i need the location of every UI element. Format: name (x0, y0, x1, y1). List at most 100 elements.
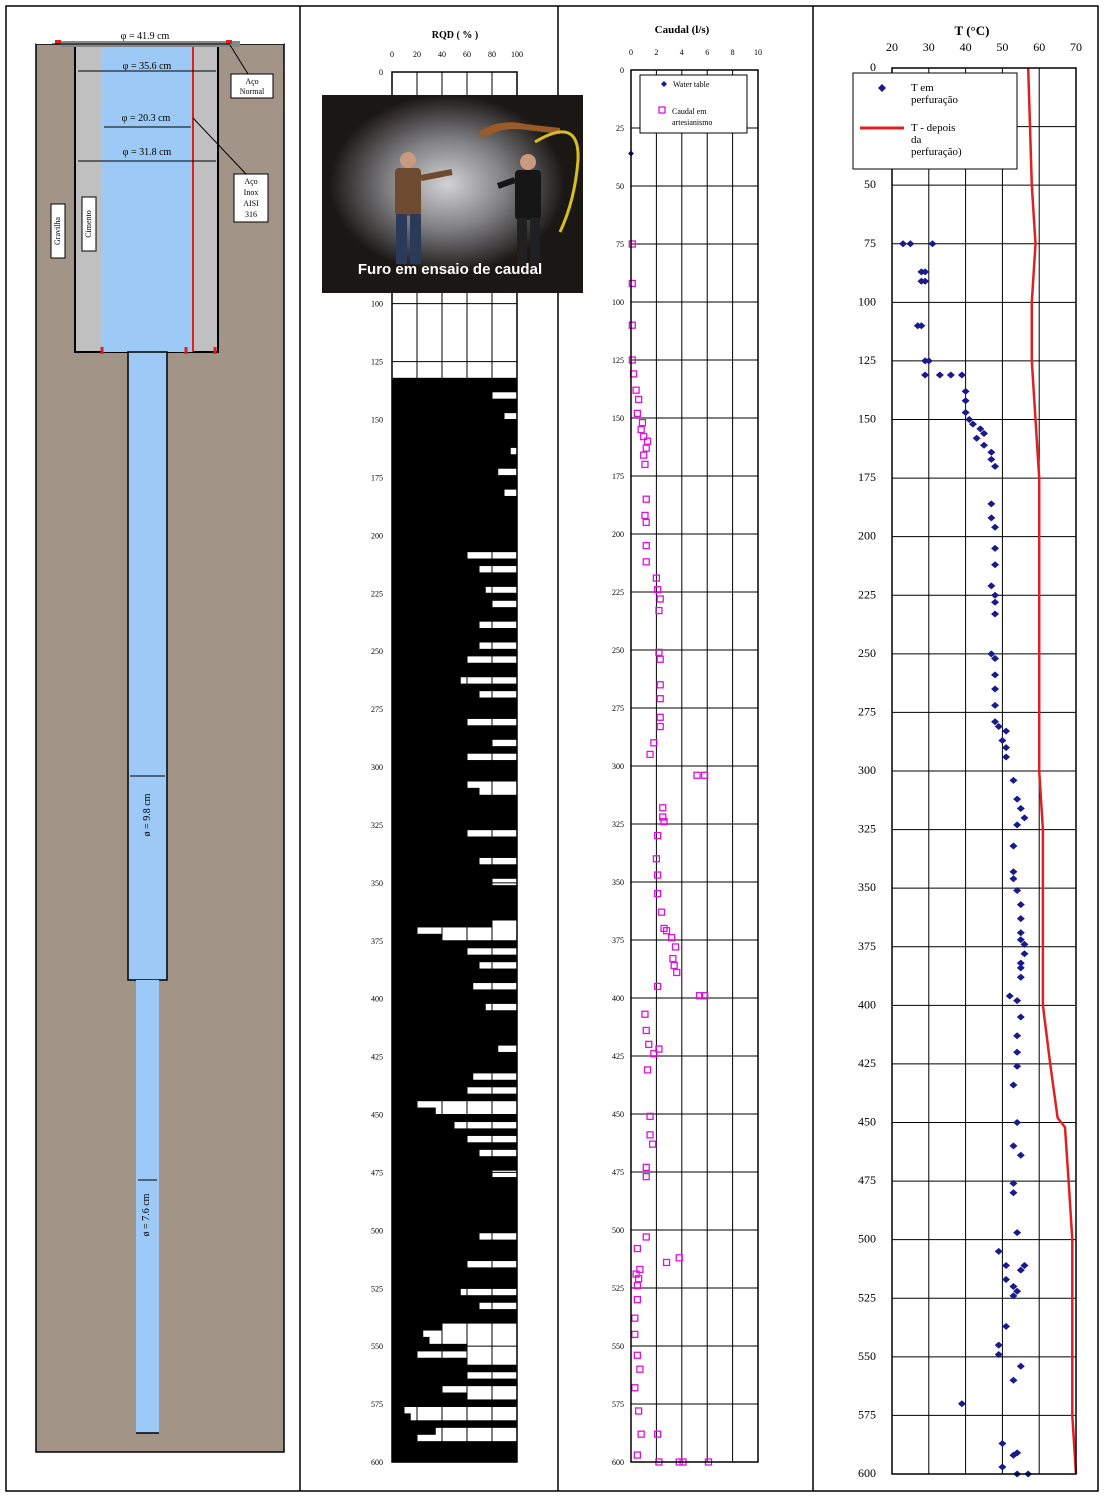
temp-drilling-point (1016, 901, 1025, 909)
rqd-bar (392, 697, 517, 706)
rqd-y-tick-label: 525 (371, 1284, 383, 1293)
temp-drilling-point (1009, 868, 1018, 876)
rqd-bar (392, 968, 517, 977)
temp-drilling-point (1013, 795, 1022, 803)
caudal-x-ticks: 0 2 4 6 8 10 (629, 48, 762, 57)
caudal-point (645, 1040, 653, 1049)
caudal-point (660, 818, 668, 826)
temp-x-ticks: 20 30 40 50 60 70 (886, 40, 1082, 54)
temp-y-tick-label: 200 (858, 529, 876, 543)
callout-text: Normal (240, 87, 265, 96)
rqd-bar (392, 495, 517, 504)
temp-drilling-point (921, 268, 930, 276)
rqd-bar (392, 391, 492, 400)
rqd-bar (392, 1260, 467, 1268)
caudal-y-tick-label: 25 (616, 124, 624, 133)
field-photo: Furo em ensaio de caudal (322, 95, 583, 293)
temp-after-drilling-line (1026, 67, 1078, 1475)
rqd-bar (392, 850, 517, 858)
rqd-bar (392, 808, 517, 817)
rqd-y-tick-label: 550 (371, 1342, 383, 1351)
rqd-bar (392, 461, 517, 469)
temp-y-tick-label: 100 (858, 294, 876, 308)
rqd-bar (392, 384, 517, 393)
callout-text: Aço (244, 177, 257, 186)
callout-steel-normal (230, 73, 274, 99)
rqd-bar (392, 871, 517, 879)
water-lower (136, 980, 159, 1433)
rqd-bar (392, 447, 511, 455)
temp-drilling-point (1016, 959, 1025, 967)
rqd-bar (392, 419, 517, 428)
caudal-point (631, 1330, 639, 1339)
caudal-point (628, 356, 636, 364)
temp-y-tick-label: 525 (858, 1290, 876, 1304)
caudal-point (670, 961, 678, 970)
rqd-y-tick-label: 200 (371, 531, 383, 540)
legend-marker-caudal (658, 106, 666, 114)
caudal-point (675, 1254, 683, 1262)
rqd-bar (392, 433, 517, 441)
rqd-bar (392, 906, 517, 914)
rqd-bar (392, 739, 492, 747)
temp-drilling-point (994, 1341, 1003, 1349)
caudal-x-tick-label: 10 (754, 48, 762, 57)
caudal-x-tick-label: 2 (654, 48, 658, 57)
rqd-bar (392, 628, 517, 636)
rqd-bar (392, 530, 517, 539)
caudal-y-tick-label: 150 (612, 414, 624, 423)
temp-drilling-point (1016, 964, 1025, 972)
temp-drilling-point (1009, 1292, 1018, 1300)
temp-y-tick-label: 425 (858, 1056, 876, 1070)
caudal-point (641, 511, 649, 520)
rqd-bar (392, 1455, 517, 1463)
rqd-title: RQD ( % ) (432, 30, 478, 41)
caudal-point (641, 1010, 649, 1018)
caudal-y-tick-label: 400 (612, 994, 624, 1003)
temp-drilling-point (1009, 1376, 1018, 1384)
caudal-point (642, 558, 650, 566)
caudal-point (642, 541, 650, 550)
rqd-bar (392, 1309, 517, 1317)
temp-drilling-point (1002, 727, 1011, 735)
callout-text: 316 (245, 210, 257, 219)
temp-y-tick-label: 575 (858, 1407, 876, 1421)
caudal-point (671, 943, 680, 951)
legend-label-temp-after: T - depois da perfuração) (911, 122, 962, 158)
caudal-point (655, 648, 663, 656)
rqd-bar (392, 544, 517, 553)
temp-drilling-point (899, 240, 908, 248)
steel-marker (55, 40, 61, 44)
caudal-point (642, 1233, 650, 1241)
rqd-bar (392, 621, 480, 629)
rqd-x-tick-label: 0 (390, 50, 394, 59)
temp-drilling-point (987, 582, 996, 590)
rqd-bar (392, 982, 474, 990)
temp-drilling-point (946, 371, 955, 379)
rqd-bar (392, 1045, 499, 1053)
cement-label-box (81, 196, 97, 252)
temp-y-tick-label: 225 (858, 587, 876, 601)
temp-drilling-point (1013, 1287, 1022, 1295)
caudal-point (642, 495, 650, 503)
rqd-bar (392, 1232, 480, 1241)
temp-drilling-point (1009, 1451, 1018, 1459)
caudal-y-tick-label: 350 (612, 878, 624, 887)
caudal-point (631, 1314, 639, 1322)
rqd-bar (392, 509, 517, 518)
rqd-bar (392, 516, 517, 525)
temp-drilling-point (921, 277, 930, 285)
temp-y-tick-label: 350 (858, 880, 876, 894)
photo-caption: Furo em ensaio de caudal (358, 261, 542, 278)
temp-drilling-point (961, 397, 970, 405)
rqd-bar (392, 836, 517, 845)
temp-drilling-point (991, 561, 1000, 569)
rqd-bar (392, 822, 517, 831)
rqd-bar (392, 1204, 517, 1213)
legend-label-caudal: Caudal em artesianismo (672, 107, 712, 127)
rqd-bar (392, 551, 467, 560)
temp-drilling-point (991, 523, 1000, 531)
caudal-y-tick-label: 75 (616, 240, 624, 249)
temp-x-tick-label: 50 (996, 40, 1008, 54)
rqd-bar (392, 377, 517, 386)
